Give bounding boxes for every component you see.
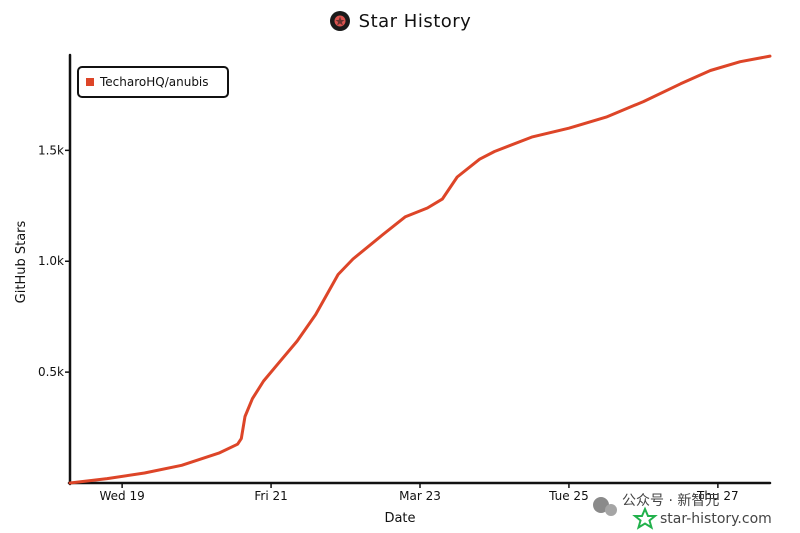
y-tick-label: 0.5k bbox=[38, 365, 64, 379]
wechat-icon bbox=[593, 497, 617, 516]
chart-title: Star History bbox=[358, 10, 472, 32]
axes bbox=[67, 53, 772, 486]
y-tick-label: 1.0k bbox=[38, 254, 64, 268]
legend[interactable]: TecharoHQ/anubis bbox=[77, 66, 229, 98]
series-line bbox=[68, 54, 772, 485]
legend-label: TecharoHQ/anubis bbox=[99, 75, 209, 89]
watermark-site-text: star-history.com bbox=[660, 511, 772, 527]
x-tick-label: Mar 23 bbox=[399, 489, 441, 503]
series-layer bbox=[68, 54, 772, 485]
x-axis-label: Date bbox=[384, 511, 415, 526]
x-tick-label: Fri 21 bbox=[254, 489, 287, 503]
y-axis-label: GitHub Stars bbox=[14, 220, 29, 303]
x-tick-label: Wed 19 bbox=[100, 489, 145, 503]
watermark-wechat-text: 公众号 · 新智元 bbox=[622, 493, 719, 509]
legend-swatch bbox=[86, 78, 94, 86]
chart-header: Star History bbox=[0, 10, 800, 32]
x-tick-label: Thu 27 bbox=[696, 489, 739, 503]
watermark: 公众号 · 新智元 star-history.com bbox=[593, 493, 772, 530]
x-tick-label: Tue 25 bbox=[548, 489, 589, 503]
legend-box bbox=[77, 66, 229, 98]
star-outline-icon bbox=[632, 506, 658, 530]
y-tick-label: 1.5k bbox=[38, 143, 64, 157]
star-history-logo-icon bbox=[329, 11, 350, 31]
ticks: 0.5k 1.0k 1.5k Wed 19 Fri 21 Mar 23 Tue 25 Thu … bbox=[38, 143, 739, 503]
